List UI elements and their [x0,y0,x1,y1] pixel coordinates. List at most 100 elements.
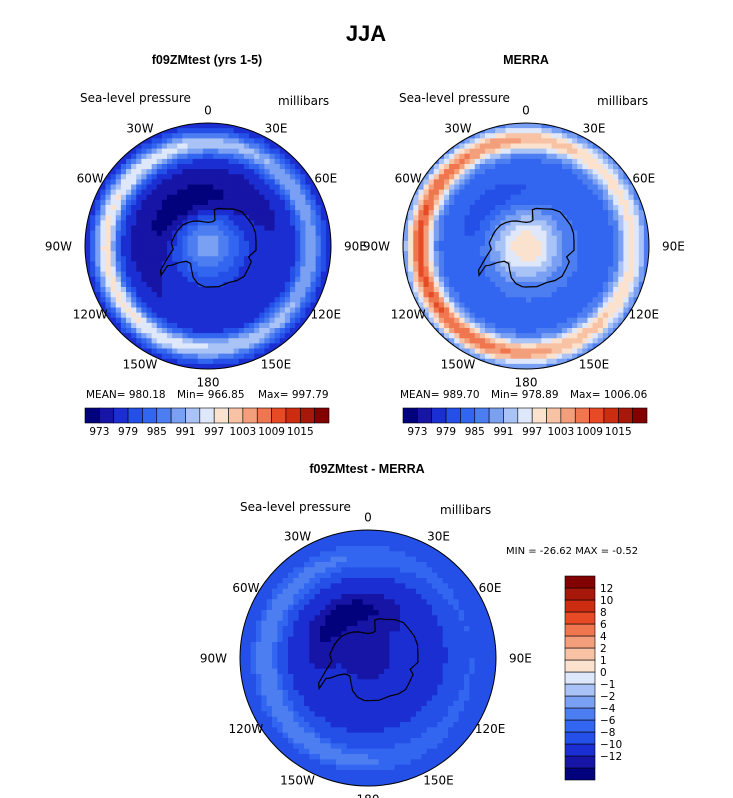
field-cell [449,158,455,165]
field-cell [264,261,271,268]
field-cell [295,261,301,268]
field-cell [490,302,496,309]
field-cell [474,276,481,283]
field-cell [592,148,599,155]
field-cell [120,312,127,319]
field-cell [182,256,189,262]
field-cell [561,235,568,242]
field-cell [572,276,578,283]
field-cell [213,169,219,175]
field-cell [515,256,522,262]
field-cell [352,604,358,611]
field-cell [485,184,491,191]
field-cell [410,631,417,638]
field-cell [500,251,507,257]
field-cell [218,338,224,344]
longitude-label: 30W [444,122,471,136]
field-cell [426,562,433,568]
field-cell [269,205,276,211]
field-cell [208,281,214,288]
field-cell [520,302,527,309]
field-cell [192,240,199,247]
field-cell [105,174,112,180]
field-cell [167,179,173,186]
field-cell [182,271,189,278]
field-cell [536,256,542,262]
field-cell [233,174,240,180]
field-cell [495,251,501,257]
field-cell [602,210,609,216]
field-cell [479,169,486,175]
field-cell [305,164,312,170]
field-cell [249,312,255,319]
field-cell [172,240,178,247]
field-cell [357,588,364,595]
field-cell [238,307,245,314]
field-cell [156,205,163,211]
field-cell [131,199,137,206]
field-cell [628,302,635,309]
field-cell [305,210,312,216]
field-cell [141,174,148,180]
field-cell [459,164,466,170]
field-cell [444,230,450,237]
field-cell [131,271,137,278]
field-cell [373,594,380,600]
field-cell [228,276,235,283]
field-cell [638,251,645,257]
field-cell [421,626,428,632]
field-cell [413,271,419,278]
field-cell [633,266,640,273]
field-cell [208,353,214,360]
field-cell [192,220,199,227]
field-cell [428,312,435,319]
field-cell [582,297,589,303]
field-cell [256,610,262,616]
field-cell [208,179,214,186]
longitude-label: 150W [123,357,158,371]
field-cell [131,169,137,175]
field-cell [428,256,435,262]
field-cell [330,567,337,574]
field-cell [161,328,168,334]
field-cell [320,225,327,232]
field-cell [561,179,568,186]
field-cell [310,235,317,242]
panel-model-min: Min= 966.85 [177,389,245,401]
field-cell [243,256,250,262]
field-cell [218,153,224,160]
field-cell [341,631,348,638]
field-cell [131,184,137,191]
field-cell [536,363,542,369]
field-cell [459,158,466,165]
field-cell [403,261,409,268]
field-cell [556,281,563,288]
field-cell [474,307,481,314]
map-boundary [84,122,332,370]
field-cell [161,184,168,191]
field-cell [633,251,640,257]
field-cell [587,174,594,180]
field-cell [177,138,183,145]
field-cell [505,312,512,319]
field-cell [526,230,532,237]
field-cell [421,636,428,643]
field-cell [608,266,614,273]
field-cell [305,189,312,196]
field-cell [172,338,178,344]
field-cell [300,199,306,206]
field-cell [131,205,137,211]
field-cell [131,189,137,196]
field-cell [120,246,127,252]
field-cell [479,240,486,247]
field-cell [592,240,599,247]
field-cell [197,246,204,252]
field-cell [469,583,476,590]
field-cell [459,317,466,324]
field-cell [182,199,189,206]
field-cell [458,572,465,579]
field-cell [141,235,148,242]
field-cell [464,169,471,175]
field-cell [243,169,250,175]
